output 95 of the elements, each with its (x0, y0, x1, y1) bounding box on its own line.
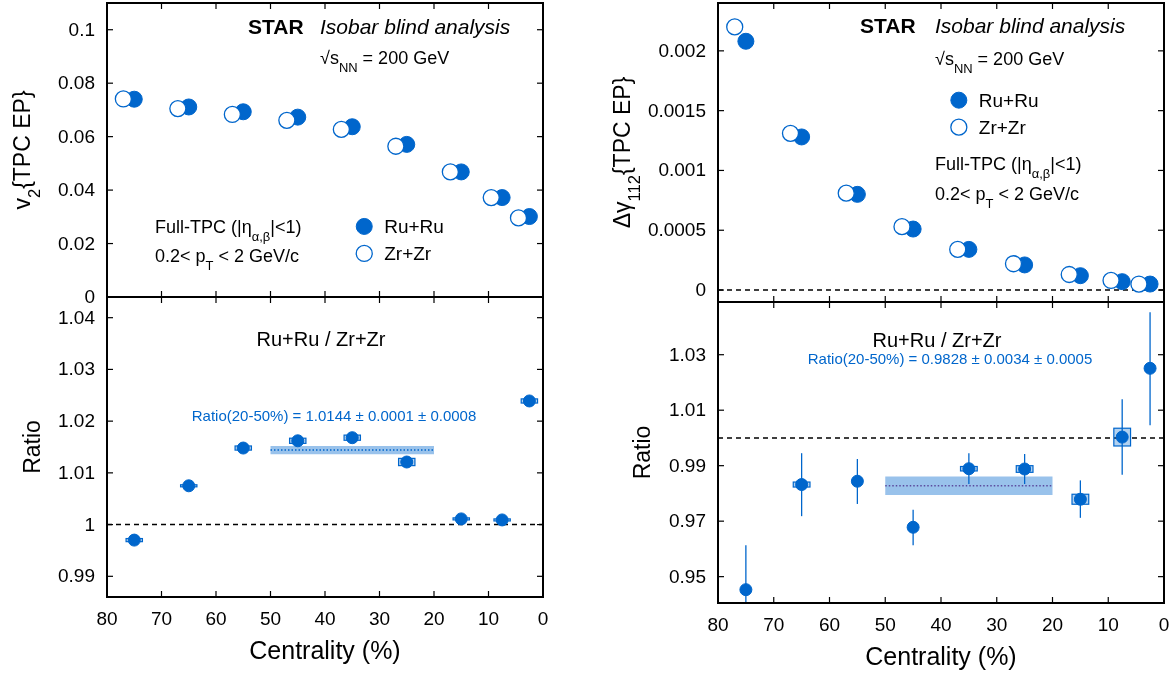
x-axis-title: Centrality (%) (249, 636, 401, 664)
point (1004, 255, 1023, 273)
point (949, 240, 967, 259)
point (387, 137, 405, 155)
y-tick-label: 0.06 (58, 125, 95, 147)
y-axis-title: Ratio (629, 425, 655, 480)
annotation: √s$_{NN}$ = 200 GeV (935, 49, 1065, 76)
y-tick-label: 1.04 (58, 306, 96, 328)
point (962, 462, 976, 476)
annotation: Ratio(20-50%) = 0.9828 ± 0.0034 ± 0.0005 (807, 350, 1093, 368)
point (850, 474, 864, 488)
point (278, 111, 296, 129)
x-tick-label: 80 (96, 608, 118, 629)
x-tick-label: 20 (1041, 614, 1064, 635)
x-tick-label: 30 (368, 608, 391, 629)
y-tick-label: 0.0015 (647, 99, 706, 121)
y-tick-label: 1.03 (669, 343, 706, 365)
legend-label: Ru+Ru (978, 90, 1039, 112)
annotation: 0.2< p$_{T}$ < 2 GeV/c (935, 184, 1080, 211)
point (441, 163, 459, 181)
point (236, 441, 250, 455)
y-tick-label: 0.0005 (647, 219, 706, 241)
point (495, 513, 509, 527)
y-axis-title: Ratio (19, 420, 45, 474)
y-tick-label: 0 (84, 286, 95, 307)
x-tick-label: 70 (150, 608, 173, 629)
point (522, 394, 536, 408)
point (1060, 265, 1078, 284)
annotation: √s$_{NN}$ = 200 GeV (320, 48, 450, 75)
x-tick-label: 10 (1097, 614, 1119, 635)
x-tick-label: 40 (930, 614, 952, 635)
y-tick-label: 0.08 (58, 72, 95, 94)
x-tick-label: 80 (707, 614, 729, 635)
point (291, 434, 305, 448)
legend-label: Ru+Ru (384, 216, 444, 238)
point (893, 218, 911, 236)
point (127, 533, 141, 547)
y-tick-label: 0.99 (669, 454, 706, 476)
y-tick-label: 1.02 (58, 410, 95, 432)
legend-label: Zr+Zr (978, 117, 1027, 139)
point (1102, 271, 1120, 290)
point (739, 583, 753, 597)
x-tick-label: 0 (537, 608, 549, 629)
y-tick-label: 0.001 (658, 159, 706, 181)
point (906, 520, 920, 534)
point (795, 478, 809, 492)
annotation: STAR (860, 14, 916, 37)
point (345, 431, 359, 445)
x-tick-label: 50 (874, 614, 896, 635)
y-tick-label: 0.02 (58, 232, 95, 254)
annotation: Ru+Ru / Zr+Zr (872, 329, 1002, 351)
x-tick-label: 40 (314, 608, 336, 629)
annotation: Full-TPC (|η$_{α,β}$|<1) (155, 217, 302, 244)
y-tick-label: 0.1 (68, 18, 95, 40)
annotation: STAR (248, 15, 304, 38)
y-tick-label: 1 (84, 513, 95, 535)
y-tick-label: 0.97 (669, 510, 706, 532)
point (114, 90, 132, 108)
point (737, 32, 755, 50)
x-tick-label: 30 (986, 614, 1008, 635)
point (1143, 361, 1157, 375)
point (1130, 275, 1148, 293)
x-tick-label: 70 (763, 614, 785, 635)
point (332, 120, 350, 139)
point (837, 184, 855, 202)
y-tick-label: 1.01 (58, 461, 95, 483)
annotation: Ratio(20-50%) = 1.0144 ± 0.0001 ± 0.0008 (191, 407, 477, 424)
annotation: Ru+Ru / Zr+Zr (256, 328, 386, 350)
point (509, 209, 528, 227)
annotation: Isobar blind analysis (320, 15, 511, 38)
y-tick-label: 0.002 (658, 39, 706, 61)
annotation: 0.2< p$_{T}$ < 2 GeV/c (155, 246, 300, 273)
y-tick-label: 1.03 (58, 358, 95, 380)
legend-label: Zr+Zr (384, 243, 432, 265)
y-tick-label: 0.04 (58, 179, 96, 201)
x-tick-label: 10 (477, 608, 500, 629)
annotation: Isobar blind analysis (935, 14, 1126, 37)
point (454, 512, 468, 526)
x-tick-label: 20 (423, 608, 445, 629)
y-tick-label: 0.95 (669, 565, 706, 587)
point (781, 124, 800, 143)
x-tick-label: 0 (1158, 614, 1170, 635)
point (726, 18, 744, 36)
x-tick-label: 60 (818, 614, 841, 635)
y-tick-label: 1.01 (669, 399, 706, 421)
y-tick-label: 0 (695, 279, 706, 301)
point (182, 479, 196, 493)
annotation: Full-TPC (|η$_{α,β}$|<1) (935, 154, 1082, 181)
y-tick-label: 0.99 (58, 565, 95, 587)
x-tick-label: 60 (205, 608, 227, 629)
x-tick-label: 50 (259, 608, 282, 629)
x-axis-title: Centrality (%) (865, 642, 1017, 670)
point (223, 105, 241, 124)
point (169, 99, 187, 118)
point (482, 188, 500, 207)
